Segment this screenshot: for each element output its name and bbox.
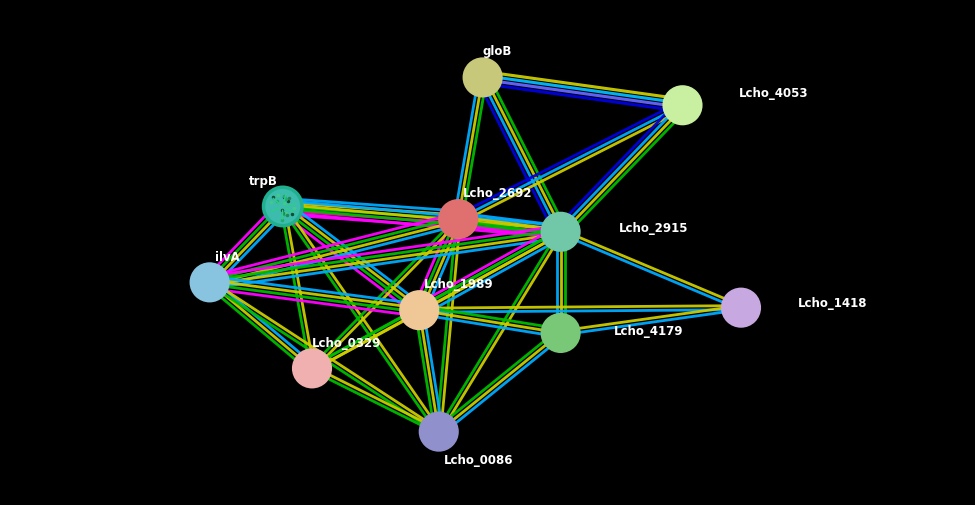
Text: Lcho_1418: Lcho_1418 xyxy=(798,296,867,310)
Circle shape xyxy=(463,59,502,97)
Circle shape xyxy=(263,188,302,226)
Text: gloB: gloB xyxy=(483,45,512,58)
Text: trpB: trpB xyxy=(249,174,278,187)
Circle shape xyxy=(722,289,760,327)
Circle shape xyxy=(541,213,580,251)
Text: Lcho_1989: Lcho_1989 xyxy=(424,278,493,291)
Text: Lcho_0329: Lcho_0329 xyxy=(312,336,381,349)
Text: Lcho_4179: Lcho_4179 xyxy=(614,324,683,337)
Circle shape xyxy=(439,200,478,239)
Circle shape xyxy=(292,349,332,388)
Circle shape xyxy=(419,413,458,451)
Text: Lcho_0086: Lcho_0086 xyxy=(444,453,513,466)
Circle shape xyxy=(663,87,702,125)
Text: Lcho_4053: Lcho_4053 xyxy=(739,87,808,100)
Circle shape xyxy=(190,264,229,302)
Text: Lcho_2692: Lcho_2692 xyxy=(463,187,532,200)
Circle shape xyxy=(400,291,439,330)
Text: Lcho_2915: Lcho_2915 xyxy=(619,222,688,235)
Text: ilvA: ilvA xyxy=(214,250,239,263)
Circle shape xyxy=(541,314,580,352)
